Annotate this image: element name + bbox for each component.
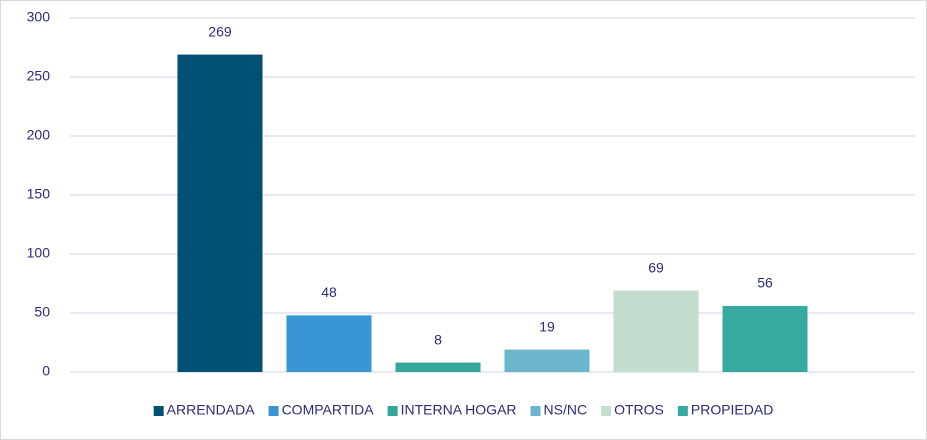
y-tick-label: 250 (27, 68, 51, 84)
data-label: 269 (208, 23, 232, 39)
data-label: 8 (434, 331, 442, 347)
y-tick-label: 300 (27, 9, 51, 25)
legend-swatch (677, 406, 688, 416)
y-tick-label: 200 (27, 127, 51, 143)
legend-swatch (601, 406, 612, 416)
bar (177, 54, 263, 372)
bar (504, 349, 590, 372)
legend-label: PROPIEDAD (691, 402, 773, 418)
data-label: 56 (757, 275, 773, 291)
bar (722, 305, 808, 372)
legend-label: INTERNA HOGAR (401, 402, 517, 418)
legend-label: COMPARTIDA (282, 402, 375, 418)
data-label: 19 (539, 318, 555, 334)
legend-label: OTROS (614, 402, 664, 418)
data-label: 69 (648, 259, 664, 275)
data-label: 48 (321, 284, 337, 300)
legend-label: NS/NC (544, 402, 588, 418)
legend: ARRENDADA COMPARTIDA INTERNA HOGAR NS/NC OTR… (153, 402, 773, 418)
legend-label: ARRENDADA (167, 402, 256, 418)
legend-swatch (153, 406, 164, 416)
bar (395, 362, 481, 372)
y-tick-label: 150 (27, 186, 51, 202)
bar (286, 315, 372, 372)
y-tick-label: 100 (27, 245, 51, 261)
legend-swatch (387, 406, 398, 416)
y-tick-label: 0 (42, 363, 50, 379)
y-tick-label: 50 (34, 304, 50, 320)
bar (613, 290, 699, 372)
legend-swatch (530, 406, 541, 416)
legend-swatch (268, 406, 279, 416)
